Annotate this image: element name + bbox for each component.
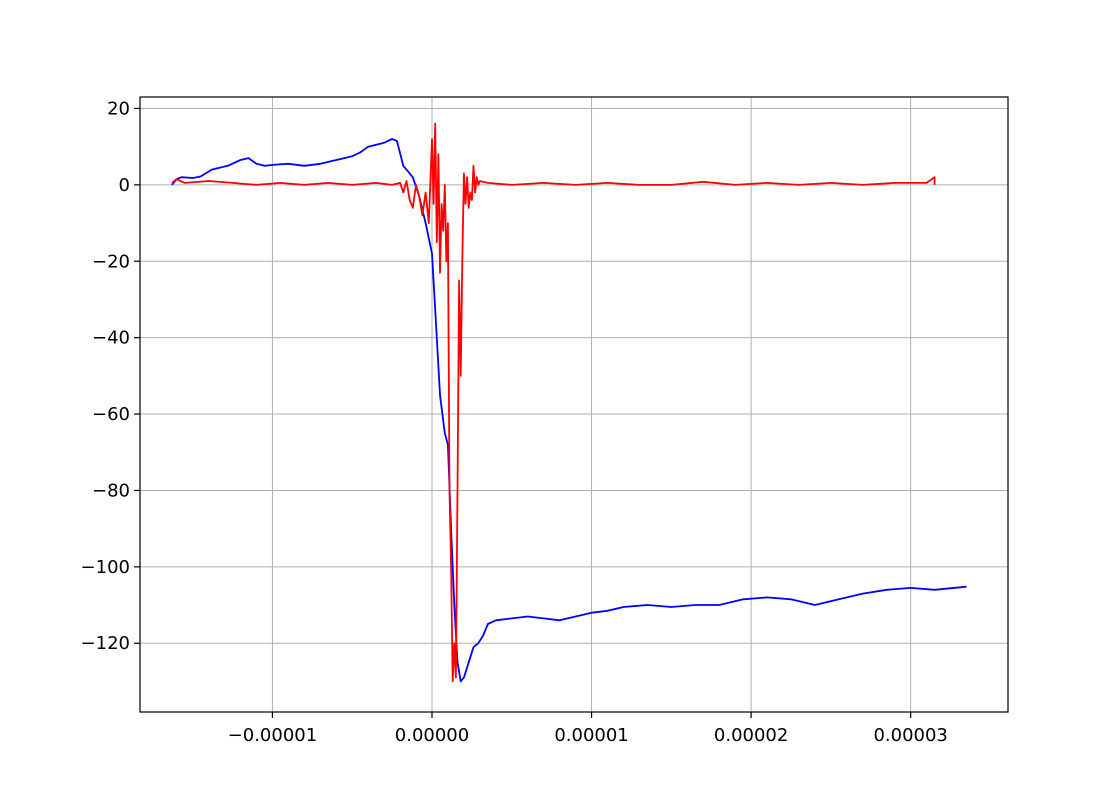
series-line-1 [171, 138, 967, 683]
grid-layer [140, 97, 1008, 712]
x-tick-label: 0.00001 [554, 725, 628, 746]
y-tick-label: −40 [92, 328, 130, 349]
x-tick-label: 0.00000 [395, 725, 469, 746]
x-tick-label: −0.00001 [228, 725, 318, 746]
y-tick-label: −100 [81, 557, 130, 578]
tick-layer: −0.00001 0.00000 0.00001 0.00002 0.00003 20 0 −… [81, 98, 948, 746]
x-tick-label: 0.00002 [714, 725, 788, 746]
y-tick-label: 0 [119, 175, 130, 196]
y-tick-label: −60 [92, 404, 130, 425]
plot-frame [139, 96, 1009, 713]
series-line-2 [171, 122, 936, 683]
y-tick-label: −80 [92, 480, 130, 501]
series-layer [171, 122, 967, 683]
x-tick-label: 0.00003 [873, 725, 947, 746]
y-tick-label: −20 [92, 251, 130, 272]
y-tick-label: 20 [107, 98, 130, 119]
y-tick-label: −120 [81, 633, 130, 654]
